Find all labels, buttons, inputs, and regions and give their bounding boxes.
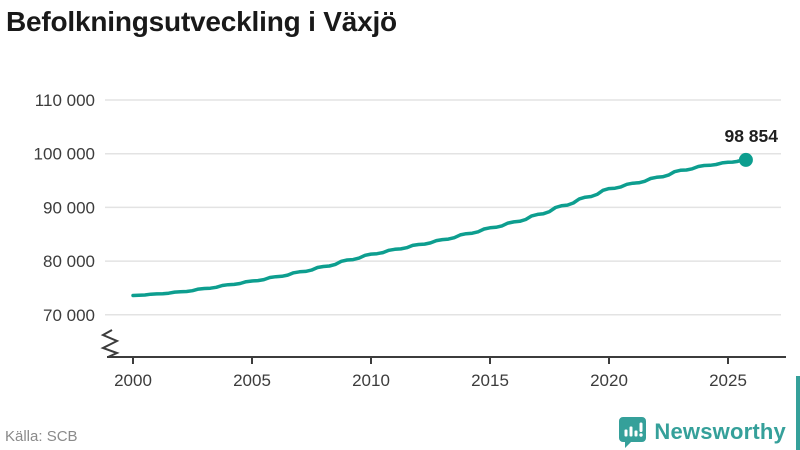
x-tick-label: 2020	[590, 371, 628, 390]
brand-edge-strip	[796, 376, 800, 450]
y-tick-label: 80 000	[43, 252, 95, 271]
chart-title: Befolkningsutveckling i Växjö	[6, 6, 397, 37]
y-axis-labels: 70 000 80 000 90 000 100 000 110 000	[34, 91, 95, 325]
latest-value-label: 98 854	[724, 126, 778, 146]
x-tick-label: 2015	[471, 371, 509, 390]
y-tick-label: 90 000	[43, 198, 95, 217]
y-tick-label: 100 000	[34, 145, 95, 164]
latest-value-point	[738, 152, 753, 167]
x-axis-ticks	[132, 357, 729, 364]
newsworthy-logo: Newsworthy	[618, 416, 786, 448]
y-axis-break-icon	[100, 329, 120, 358]
newsworthy-speech-bubble-bars-icon	[619, 417, 647, 448]
source-note: Källa: SCB	[5, 428, 78, 445]
y-tick-label: 110 000	[35, 91, 95, 110]
x-tick-label: 2005	[233, 371, 271, 390]
x-tick-label: 2025	[709, 371, 747, 390]
newsworthy-wordmark: Newsworthy	[654, 419, 786, 444]
y-tick-label: 70 000	[43, 306, 95, 325]
x-tick-label: 2010	[352, 371, 390, 390]
x-tick-label: 2000	[114, 371, 152, 390]
population-series-line	[131, 158, 748, 298]
x-axis-labels: 2000 2005 2010 2015 2020 2025	[114, 371, 747, 390]
gridlines	[105, 99, 781, 316]
